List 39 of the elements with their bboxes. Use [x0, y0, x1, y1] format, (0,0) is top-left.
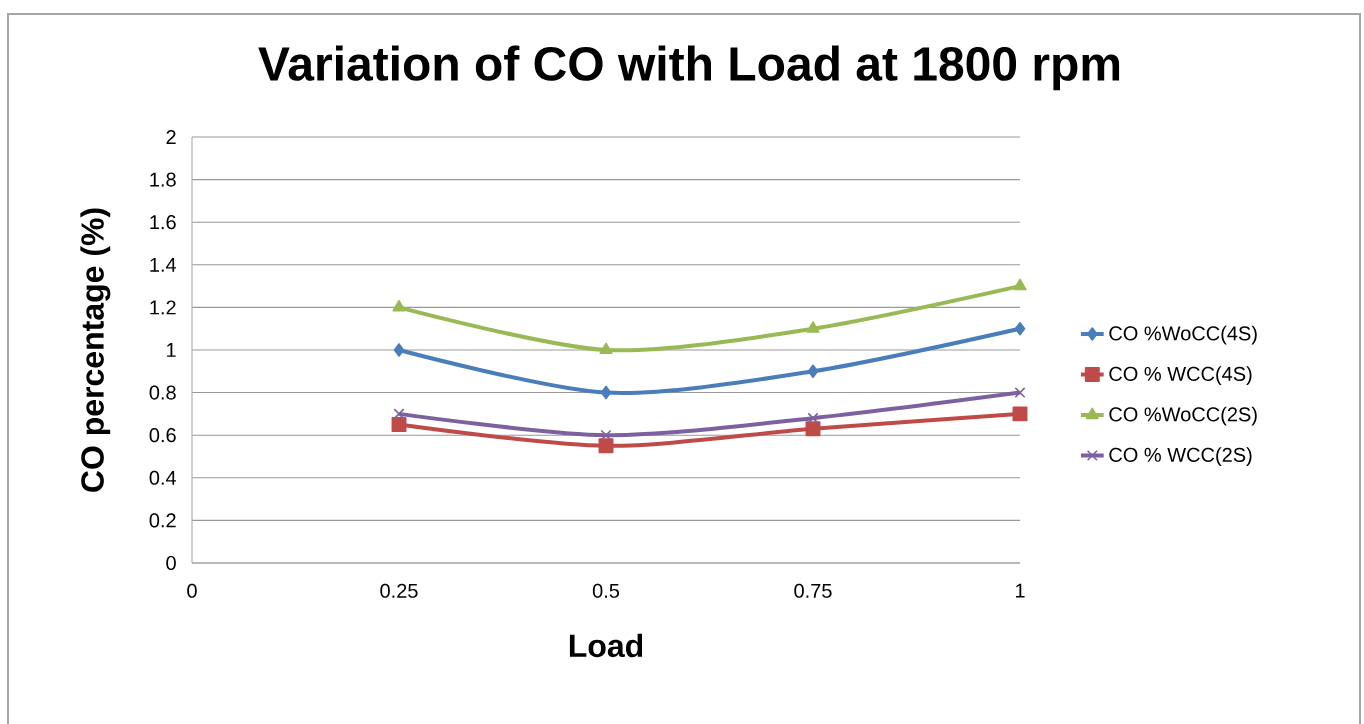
x-axis-title: Load [569, 633, 643, 658]
y-tick-label: 1.4 [150, 257, 177, 272]
x-tick-label: 0.5 [592, 583, 620, 598]
point [598, 438, 614, 454]
y-tick-label: 0.6 [149, 428, 176, 443]
point [1013, 278, 1027, 291]
x-tick-label: 0 [187, 583, 197, 598]
point [600, 385, 612, 400]
point [1014, 321, 1026, 336]
y-tick-label: 1.2 [150, 300, 176, 315]
point [393, 343, 405, 357]
point [806, 321, 820, 333]
legend-label: CO %WoCC(4S) [1109, 325, 1257, 345]
x-tick-label: 0.25 [380, 583, 418, 598]
y-tick-label: 2 [166, 130, 176, 144]
point [393, 408, 405, 420]
x-tick-label: 0.75 [794, 583, 832, 598]
legend-label: CO %WoCC(2S) [1109, 406, 1257, 426]
x-tick-label: 1 [1015, 583, 1025, 598]
y-tick-label: 1.8 [150, 172, 176, 187]
point [392, 299, 406, 312]
point [1014, 387, 1026, 399]
y-axis-title: CO percentage (%) [80, 208, 111, 492]
y-tick-label: 0.2 [149, 513, 176, 528]
point [600, 429, 612, 441]
point [807, 364, 819, 379]
point [391, 417, 407, 433]
point [807, 412, 819, 424]
legend-label: CO % WCC(2S) [1109, 447, 1252, 466]
point [1012, 406, 1028, 422]
chart-title: Variation of CO with Load at 1800 rpm [258, 45, 1120, 91]
y-tick-label: 0 [166, 555, 176, 571]
y-tick-label: 0.8 [149, 385, 176, 400]
legend-label: CO % WCC(4S) [1109, 366, 1252, 385]
y-tick-label: 1 [167, 343, 176, 357]
point [805, 421, 821, 437]
point [599, 342, 613, 355]
y-tick-label: 0.4 [149, 470, 177, 485]
y-tick-label: 1.6 [150, 215, 176, 230]
